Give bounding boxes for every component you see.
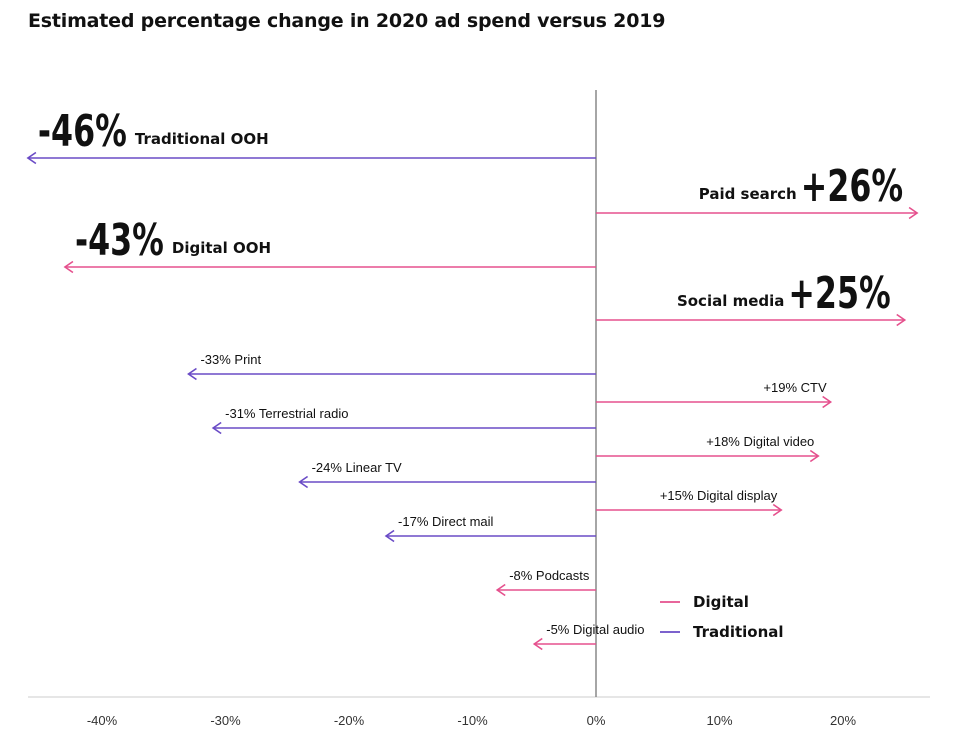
arrowhead-digital-display	[772, 503, 783, 517]
bar-label-ctv: +19% CTV	[763, 380, 827, 395]
arrowhead-digital-audio	[532, 637, 543, 651]
x-tick-label: 20%	[830, 713, 856, 728]
x-tick-label: -20%	[334, 713, 365, 728]
x-tick-label: 0%	[587, 713, 606, 728]
arrowhead-traditional-ooh	[26, 151, 37, 165]
legend-group: Digital Traditional	[660, 593, 784, 641]
arrowhead-direct-mail	[384, 529, 395, 543]
arrowhead-print	[187, 367, 197, 381]
legend-label-traditional: Traditional	[693, 623, 784, 641]
value-label-traditional-ooh: -46%	[38, 106, 127, 158]
labels-group: -46% Traditional OOH +26%Paid search -43% Di…	[38, 106, 903, 637]
value-label-paid-search: +26%	[801, 161, 903, 213]
x-tick-label: -40%	[87, 713, 118, 728]
bar-label-direct-mail: -17% Direct mail	[398, 514, 493, 529]
bar-label-terrestrial-radio: -31% Terrestrial radio	[225, 406, 348, 421]
bar-label-podcasts: -8% Podcasts	[509, 568, 590, 583]
bar-label-digital-display: +15% Digital display	[660, 488, 778, 503]
value-label-digital-ooh: -43%	[75, 215, 164, 267]
arrowhead-digital-ooh	[63, 260, 74, 274]
bar-label-linear-tv: -24% Linear TV	[312, 460, 402, 475]
arrowhead-digital-video	[809, 449, 820, 463]
arrowhead-linear-tv	[298, 475, 309, 489]
x-tick-label: -30%	[210, 713, 241, 728]
arrowhead-ctv	[822, 395, 833, 409]
arrowhead-terrestrial-radio	[211, 421, 222, 435]
ticks-group: -40% -30% -20% -10% 0% 10% 20%	[87, 713, 857, 728]
arrowhead-paid-search	[908, 206, 919, 220]
legend-label-digital: Digital	[693, 593, 749, 611]
arrowhead-social-media	[896, 313, 907, 327]
bar-label-digital-audio: -5% Digital audio	[546, 622, 644, 637]
bar-label-print: -33% Print	[200, 352, 261, 367]
bar-label-digital-video: +18% Digital video	[706, 434, 814, 449]
category-label-traditional-ooh: Traditional OOH	[135, 130, 269, 148]
chart-title: Estimated percentage change in 2020 ad s…	[28, 10, 666, 32]
x-tick-label: 10%	[706, 713, 732, 728]
bars-group	[26, 151, 919, 651]
arrowhead-podcasts	[495, 583, 506, 597]
value-label-social-media: +25%	[788, 268, 890, 320]
category-label-digital-ooh: Digital OOH	[172, 239, 271, 257]
axis-group	[28, 90, 930, 698]
category-label-social-media: Social media	[677, 292, 784, 310]
x-tick-label: -10%	[457, 713, 488, 728]
category-label-paid-search: Paid search	[699, 185, 797, 203]
